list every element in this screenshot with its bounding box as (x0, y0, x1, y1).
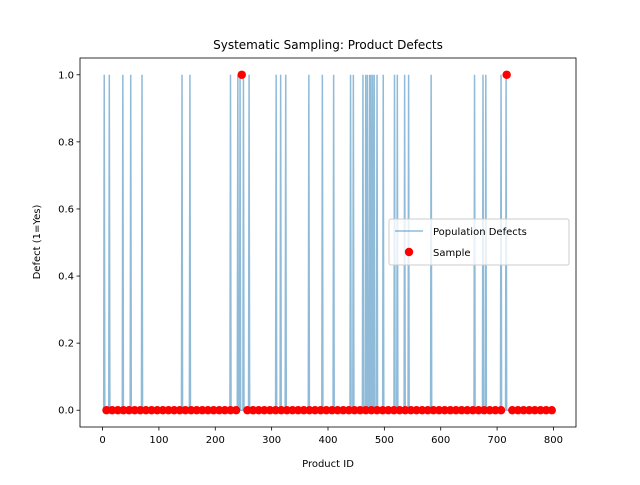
x-tick-label: 300 (262, 435, 281, 446)
sample-point (496, 406, 506, 415)
legend: Population Defects Sample (388, 218, 570, 266)
y-tick-label: 0.0 (58, 406, 74, 417)
y-tick-label: 0.6 (58, 204, 74, 215)
plot-area (102, 70, 556, 415)
x-tick-label: 800 (544, 435, 563, 446)
legend-marker-swatch (404, 247, 414, 257)
legend-box (388, 218, 570, 266)
sample-point (237, 70, 246, 79)
x-tick-label: 200 (206, 435, 225, 446)
x-tick-label: 100 (149, 435, 168, 446)
y-tick-label: 0.8 (58, 137, 74, 148)
axes: 0 100 200 300 400 500 600 700 800 0.0 0.2 0.4 0.6 0.8… (58, 57, 577, 446)
legend-label-population: Population Defects (433, 227, 527, 238)
y-tick-label: 1.0 (58, 70, 74, 81)
sample-point (231, 406, 241, 415)
x-tick-label: 0 (99, 435, 105, 446)
x-tick-label: 500 (375, 435, 394, 446)
y-tick-label: 0.4 (58, 272, 74, 283)
sample-point (502, 70, 511, 79)
chart-title: Systematic Sampling: Product Defects (213, 38, 443, 52)
y-tick-label: 0.2 (58, 339, 74, 350)
x-tick-label: 400 (318, 435, 337, 446)
x-tick-label: 700 (488, 435, 507, 446)
x-axis-label: Product ID (302, 459, 354, 470)
x-tick-label: 600 (431, 435, 450, 446)
y-axis-label: Defect (1=Yes) (32, 204, 43, 279)
sample-point (547, 406, 556, 415)
legend-label-sample: Sample (433, 248, 471, 259)
